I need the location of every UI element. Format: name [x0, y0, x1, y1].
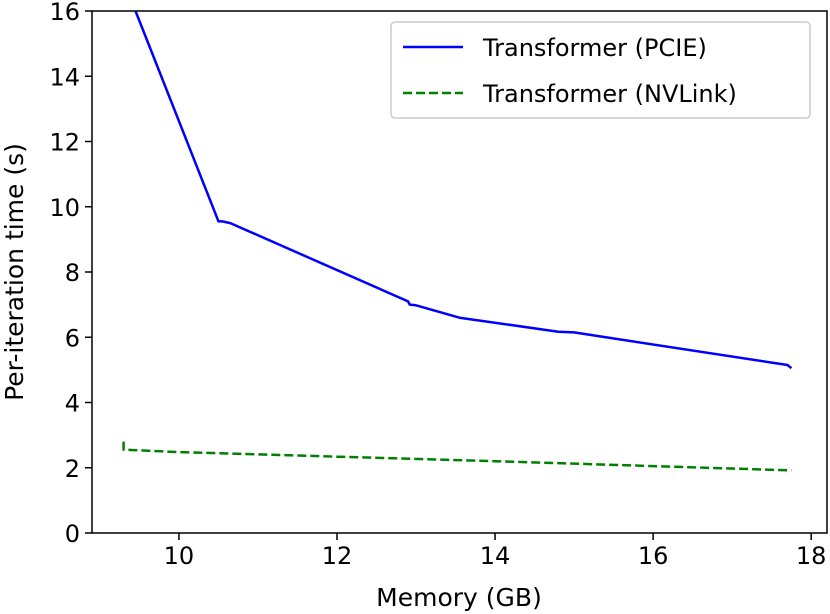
legend: Transformer (PCIE) Transformer (NVLink) [390, 21, 811, 119]
legend-frame [390, 21, 811, 119]
legend-label-nvlink: Transformer (NVLink) [482, 80, 737, 108]
y-tick-label: 2 [65, 455, 80, 483]
x-tick-label: 14 [480, 542, 511, 570]
y-tick-label: 4 [65, 390, 80, 418]
x-tick-label: 18 [796, 542, 827, 570]
legend-label-pcie: Transformer (PCIE) [482, 34, 707, 62]
plot-lines [122, 10, 793, 472]
series-line-pcie [134, 10, 793, 370]
x-axis-label: Memory (GB) [376, 583, 542, 612]
y-tick-label: 14 [49, 63, 80, 91]
y-tick-label: 10 [49, 194, 80, 222]
y-axis-label: Per-iteration time (s) [0, 143, 29, 401]
x-tick-label: 16 [638, 542, 669, 570]
y-tick-label: 16 [49, 0, 80, 26]
x-axis: 10 12 14 16 18 [164, 533, 827, 570]
y-tick-label: 12 [49, 129, 80, 157]
series-line-nvlink [122, 441, 792, 472]
y-tick-label: 6 [65, 324, 80, 352]
y-tick-label: 0 [65, 520, 80, 548]
y-tick-label: 8 [65, 259, 80, 287]
x-tick-label: 10 [164, 542, 195, 570]
y-axis: 0 2 4 6 8 10 12 14 16 [49, 0, 92, 548]
x-tick-label: 12 [322, 542, 353, 570]
